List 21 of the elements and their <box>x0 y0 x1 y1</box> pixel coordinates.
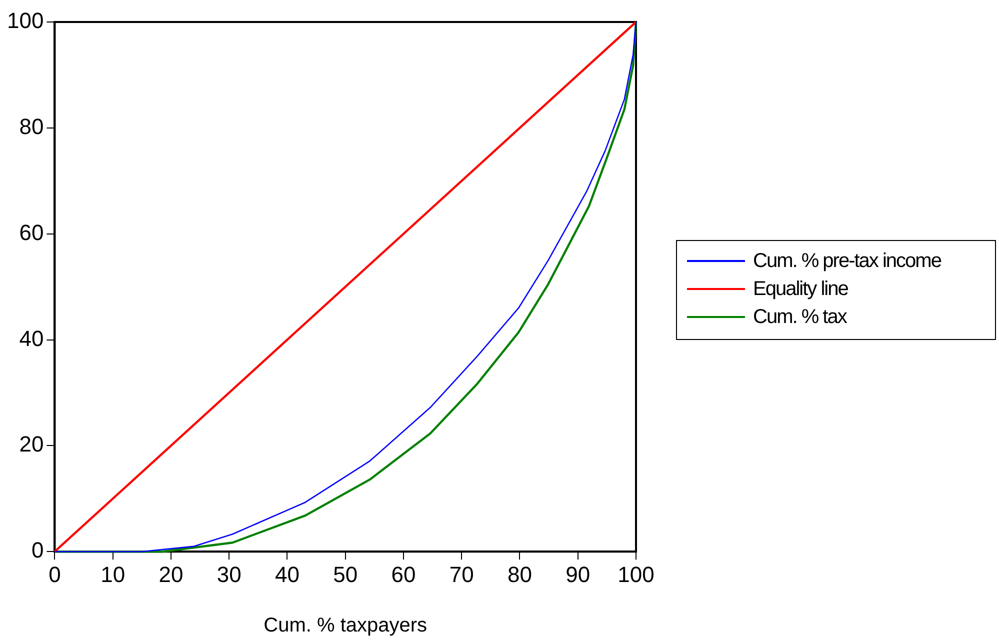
x-tick-label: 0 <box>48 562 61 587</box>
x-tick-label: 50 <box>333 562 358 587</box>
x-tick-label: 20 <box>158 562 184 587</box>
x-tick-label: 60 <box>391 562 416 587</box>
x-tick-label: 40 <box>274 562 300 587</box>
legend-label: Equality line <box>753 278 848 300</box>
legend-label: Cum. % pre-tax income <box>753 250 941 272</box>
x-tick-label: 80 <box>508 562 532 587</box>
y-tick-label: 20 <box>19 432 44 457</box>
legend-label: Cum. % tax <box>753 306 846 328</box>
x-tick-label: 10 <box>100 562 126 587</box>
x-tick-label: 30 <box>216 562 242 587</box>
y-tick-label: 60 <box>19 220 44 245</box>
x-tick-label: 70 <box>449 562 474 587</box>
x-axis-title: Cum. % taxpayers <box>264 614 428 637</box>
x-tick-label: 100 <box>618 562 654 587</box>
y-tick-label: 80 <box>19 114 44 139</box>
y-tick-label: 40 <box>19 326 44 351</box>
y-tick-label: 100 <box>6 8 44 34</box>
x-tick-label: 90 <box>566 562 590 587</box>
y-tick-label: 0 <box>31 538 44 563</box>
